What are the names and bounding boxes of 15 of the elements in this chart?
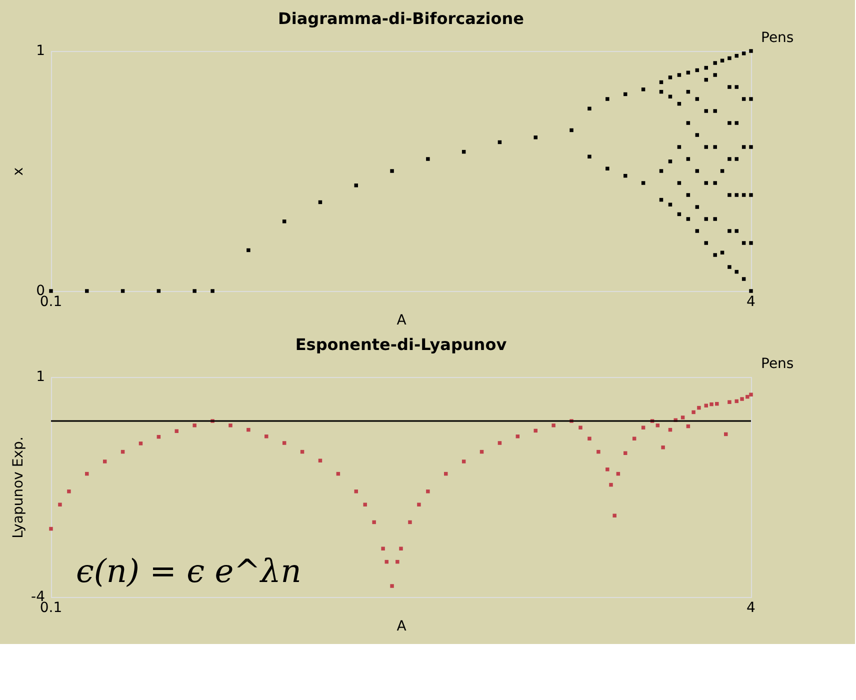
text: Pens — [761, 356, 794, 372]
chart-title: Diagramma-di-Biforcazione — [278, 9, 524, 28]
x-axis-title: A — [396, 312, 407, 328]
chart-title: Esponente-di-Lyapunov — [295, 335, 508, 354]
y-tick-label: 1 — [36, 369, 45, 385]
x-tick-label: 0.1 — [40, 600, 62, 616]
x-tick-label: 4 — [746, 600, 756, 616]
text: Pens — [761, 30, 794, 46]
y-axis-title: Lyapunov Exp. — [10, 436, 26, 538]
y-axis-title: x — [10, 167, 26, 176]
y-tick-label: 1 — [36, 43, 45, 59]
annotation: ϵ(n) = ϵ e^λn — [76, 552, 302, 590]
x-axis-title: A — [396, 618, 407, 634]
x-tick-label: 4 — [746, 294, 756, 310]
x-tick-label: 0.1 — [40, 294, 62, 310]
